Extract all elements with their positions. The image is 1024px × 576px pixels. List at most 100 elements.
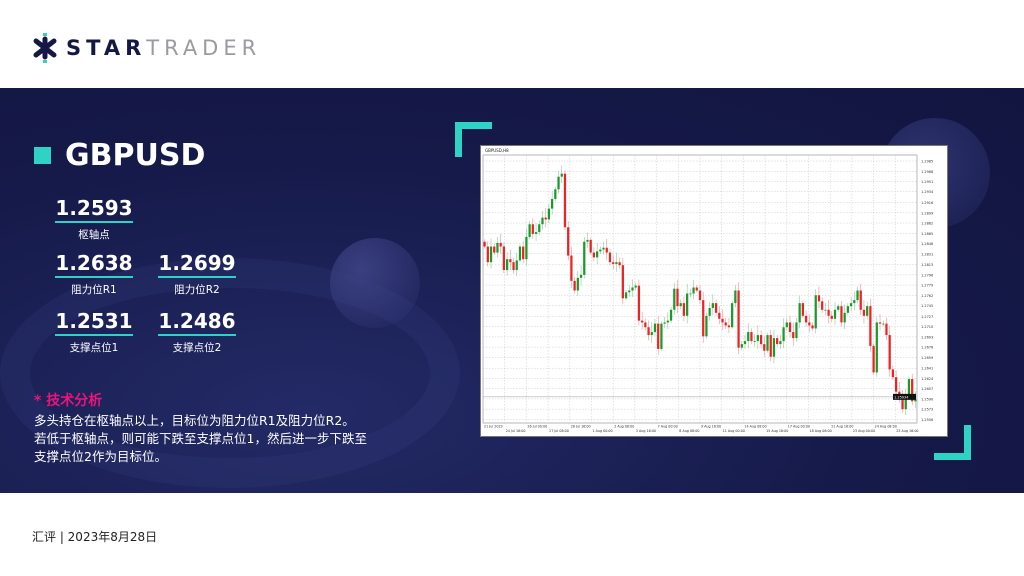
logo: STAR TRADER	[32, 33, 261, 63]
candle-body	[644, 322, 647, 328]
s1-value: 1.2531	[55, 309, 133, 336]
candle-body	[653, 323, 657, 333]
r1-level: 1.2638 阻力位R1	[52, 251, 136, 297]
brand-trader: TRADER	[146, 36, 262, 60]
y-tick-label: 1.2573	[921, 408, 933, 412]
candle-body	[808, 322, 811, 326]
candle-body	[782, 327, 785, 342]
pivot-label: 枢轴点	[78, 229, 110, 241]
candle-body	[641, 320, 644, 323]
candle-body	[702, 300, 705, 337]
candle-body	[772, 338, 776, 357]
r1-value: 1.2638	[55, 251, 133, 278]
candle-body	[554, 189, 557, 199]
candle-body	[528, 224, 531, 237]
candle-body	[515, 260, 518, 271]
s2-level: 1.2486 支撑点位2	[155, 309, 239, 355]
x-tick-label: 25 Aug 16:00	[896, 429, 918, 433]
candle-body	[711, 303, 714, 308]
symbol-text: GBPUSD	[65, 138, 206, 173]
candle-body	[576, 277, 579, 291]
candle-body	[888, 335, 891, 370]
candle-body	[875, 322, 878, 373]
corner-bracket-top-left	[455, 122, 462, 157]
candle-body	[599, 249, 602, 252]
candle-body	[657, 323, 660, 349]
candle-body	[885, 323, 888, 336]
candle-body	[570, 255, 573, 281]
y-tick-label: 1.2848	[921, 242, 933, 246]
candle-body	[522, 246, 525, 260]
candle-body	[682, 303, 686, 316]
candle-body	[740, 344, 743, 348]
candle-body	[560, 173, 563, 177]
candle-body	[673, 288, 676, 310]
candle-body	[801, 303, 804, 316]
candle-body	[788, 322, 792, 333]
corner-bracket-top-left	[455, 122, 492, 129]
x-tick-label: 26 Jul 00:00	[527, 425, 547, 429]
candle-body	[534, 232, 538, 234]
candle-body	[766, 335, 769, 351]
y-tick-label: 1.2659	[921, 356, 933, 360]
candle-body	[628, 290, 631, 293]
x-tick-label: 27 Jul 08:00	[549, 429, 569, 433]
y-tick-label: 1.2710	[921, 325, 933, 329]
candle-body	[692, 287, 695, 294]
candle-body	[833, 309, 837, 319]
s1-level: 1.2531 支撑点位1	[52, 309, 136, 355]
candle-body	[843, 312, 846, 323]
candle-body	[824, 309, 827, 311]
candle-body	[624, 292, 628, 299]
candle-body	[679, 303, 682, 307]
candle-body	[914, 399, 917, 402]
x-tick-label: 28 Jul 16:00	[571, 425, 591, 429]
candle-body	[718, 312, 721, 319]
y-tick-label: 1.2985	[921, 160, 933, 164]
y-tick-label: 1.2951	[921, 180, 933, 184]
candle-body	[750, 332, 753, 342]
price-chart: GBPUSD,H8 1.2985 1.2968 1.2951 1.2934 1.2916…	[480, 145, 948, 437]
y-tick-label: 1.2831	[921, 252, 933, 256]
candle-body	[615, 262, 618, 265]
candle-body	[872, 345, 875, 373]
candle-body	[505, 259, 509, 271]
y-tick-label: 1.2813	[921, 263, 933, 267]
candle-body	[618, 262, 621, 266]
candle-body	[573, 280, 576, 291]
candle-body	[512, 262, 515, 271]
footer-date: 汇评 | 2023年8月28日	[32, 530, 158, 544]
candle-body	[856, 290, 859, 301]
y-tick-label: 1.2796	[921, 273, 933, 277]
candle-body	[862, 309, 866, 316]
x-tick-label: 2 Aug 08:00	[614, 425, 634, 429]
y-tick-label: 1.2607	[921, 387, 933, 391]
y-tick-label: 1.2865	[921, 232, 933, 236]
candle-body	[531, 224, 534, 234]
candle-body	[907, 379, 911, 397]
current-price-label: 1.25934	[894, 395, 909, 399]
candle-body	[666, 320, 669, 323]
candle-body	[811, 325, 814, 329]
candle-body	[669, 309, 673, 321]
candle-body	[769, 335, 772, 357]
candle-body	[804, 315, 808, 323]
candle-body	[493, 246, 496, 253]
candle-body	[698, 290, 702, 301]
candle-body	[550, 198, 554, 209]
y-tick-label: 1.2899	[921, 211, 933, 215]
x-tick-label: 23 Aug 00:00	[853, 429, 875, 433]
candle-body	[612, 262, 615, 265]
candle-body	[602, 247, 605, 250]
candle-body	[499, 242, 502, 247]
y-tick-label: 1.2590	[921, 397, 933, 401]
y-tick-label: 1.2641	[921, 367, 933, 371]
candle-body	[676, 288, 679, 307]
candle-body	[660, 323, 663, 349]
candle-body	[631, 287, 634, 291]
symbol-title: GBPUSD	[34, 138, 205, 173]
r2-level: 1.2699 阻力位R2	[155, 251, 239, 297]
candle-body	[708, 307, 711, 316]
candle-body	[849, 303, 853, 307]
candle-body	[721, 318, 724, 323]
